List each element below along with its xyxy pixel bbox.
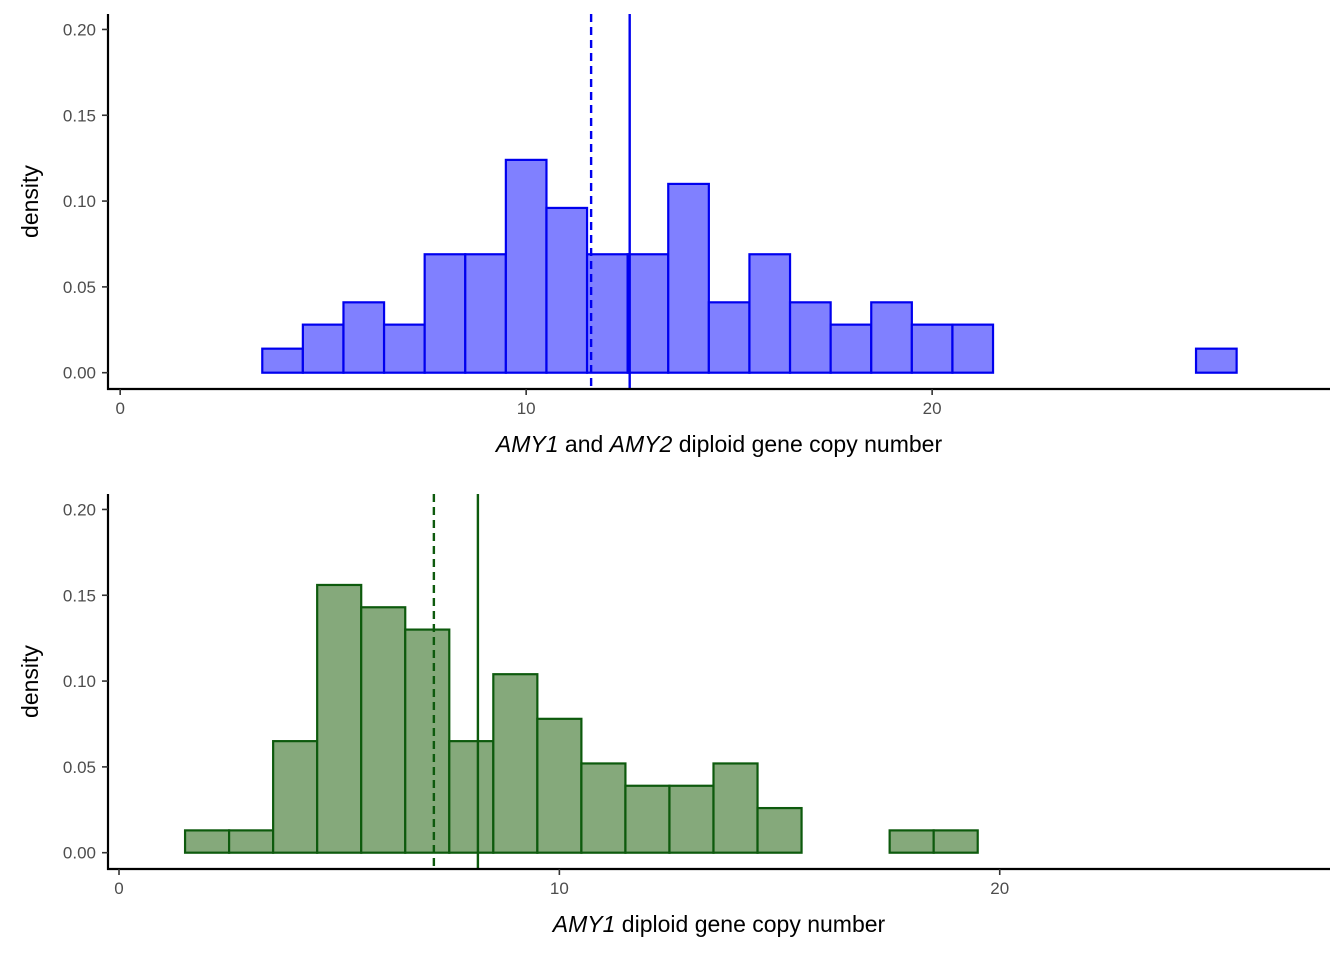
histogram-bar [951,323,995,374]
x-tick-label: 10 [517,399,536,418]
histogram-panel-1: 0.00 0.05 0.10 0.15 0.20 0 10 20 AMY1 and AMY2 d… [17,14,1330,457]
y-axis-title: density [17,645,43,718]
histogram-bar [261,347,304,374]
y-tick-label: 0.15 [63,586,96,605]
histogram-bar [382,323,426,374]
histogram-bar [545,206,589,374]
histogram-bar [504,158,548,374]
x-tick-label: 0 [115,399,124,418]
histogram-bar [316,583,363,854]
y-tick-label: 0.20 [63,20,96,39]
histogram-bar [423,253,467,374]
y-tick-label: 0.05 [63,278,96,297]
histogram-bar [536,717,583,854]
x-axis-title-part: and [559,431,610,457]
histogram-bar [360,606,407,854]
x-tick-label: 20 [990,879,1009,898]
histogram-bar [910,323,954,374]
histogram-bar [272,740,319,854]
y-axis-title: density [17,165,43,238]
y-tick-label: 0.05 [63,758,96,777]
histogram-bar [624,784,671,854]
y-tick-label: 0.20 [63,500,96,519]
histogram-bar [788,301,832,374]
histogram-bar [667,182,710,374]
x-axis-title: AMY1 and AMY2 diploid gene copy number [494,431,943,457]
y-tick-label: 0.15 [63,106,96,125]
histogram-bar [829,323,873,374]
histogram-bar [342,301,386,374]
x-axis-title-part: AMY1 [494,431,559,457]
y-tick-label: 0.10 [63,672,96,691]
histogram-bar [1194,347,1238,374]
histogram-bar [888,829,935,854]
histogram-bar [227,829,275,854]
histogram-bar [870,301,913,374]
histogram-bar [712,762,759,854]
histogram-bar [668,784,715,854]
histogram-bar [448,740,495,854]
histogram-bar [464,253,507,374]
histogram-bar [301,323,345,374]
histogram-bar [748,253,792,374]
x-tick-label: 0 [114,879,123,898]
histogram-bar [585,253,629,374]
histogram-bar [756,806,803,854]
histogram-panel-2: 0.00 0.05 0.10 0.15 0.20 0 10 20 AMY1 diploid ge… [17,494,1330,937]
histogram-bar [580,762,627,854]
histogram-bar [932,829,979,854]
x-axis-title-part: diploid gene copy number [615,911,885,937]
x-axis-title-part: diploid gene copy number [672,431,942,457]
histogram-bar [707,301,751,374]
y-tick-label: 0.10 [63,192,96,211]
x-axis-title-part: AMY1 [551,911,616,937]
x-axis-title-part: AMY2 [608,431,673,457]
x-axis-title: AMY1 diploid gene copy number [551,911,886,937]
histogram-bar [183,829,231,854]
x-tick-label: 20 [923,399,942,418]
histogram-bar [404,628,451,854]
histogram-bar [492,673,539,854]
y-tick-label: 0.00 [63,844,96,863]
histogram-bar [626,253,670,374]
x-tick-label: 10 [550,879,569,898]
y-tick-label: 0.00 [63,364,96,383]
